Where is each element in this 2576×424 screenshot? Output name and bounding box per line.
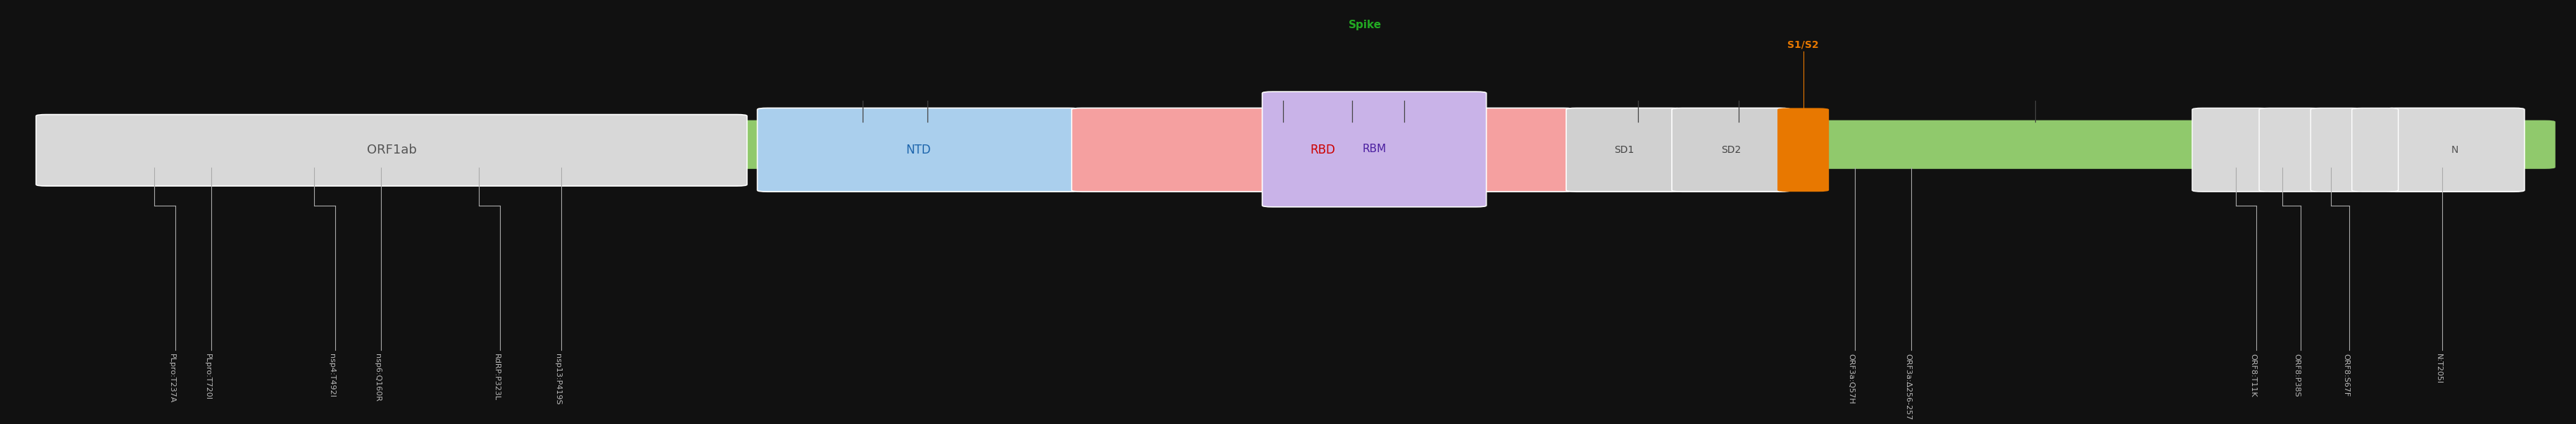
Text: SD2: SD2: [1721, 145, 1741, 155]
Text: RBD: RBD: [1311, 144, 1334, 156]
FancyBboxPatch shape: [1672, 108, 1790, 192]
Text: ORF8:P38S: ORF8:P38S: [2293, 354, 2300, 397]
Text: ORF3a:Δ256-257: ORF3a:Δ256-257: [1904, 354, 1911, 420]
Text: ORF8:T11K: ORF8:T11K: [2249, 354, 2257, 397]
Text: nsp4:T492I: nsp4:T492I: [327, 354, 335, 397]
FancyBboxPatch shape: [1262, 92, 1486, 207]
FancyBboxPatch shape: [2352, 108, 2398, 192]
FancyBboxPatch shape: [1566, 108, 1682, 192]
Text: nsp6:Q160R: nsp6:Q160R: [374, 354, 381, 402]
FancyBboxPatch shape: [1072, 108, 1574, 192]
FancyBboxPatch shape: [36, 114, 747, 186]
FancyBboxPatch shape: [757, 108, 1079, 192]
FancyBboxPatch shape: [2385, 108, 2524, 192]
Text: RdRP:P323L: RdRP:P323L: [492, 354, 500, 401]
Text: N:T205I: N:T205I: [2434, 354, 2442, 384]
Text: nsp13:P419S: nsp13:P419S: [554, 354, 562, 405]
Text: N: N: [2452, 145, 2458, 155]
FancyBboxPatch shape: [2192, 108, 2269, 192]
Text: ORF8:S67F: ORF8:S67F: [2342, 354, 2349, 397]
Text: NTD: NTD: [907, 144, 930, 156]
FancyBboxPatch shape: [36, 120, 2555, 169]
Text: PLpro:T720I: PLpro:T720I: [204, 354, 211, 400]
Text: S1/S2: S1/S2: [1788, 39, 1819, 50]
FancyBboxPatch shape: [2311, 108, 2362, 192]
Text: ORF3a:Q57H: ORF3a:Q57H: [1847, 354, 1855, 404]
Text: PLpro:T237A: PLpro:T237A: [167, 354, 175, 403]
Text: SD1: SD1: [1615, 145, 1633, 155]
Text: Spike: Spike: [1350, 20, 1381, 31]
FancyBboxPatch shape: [1777, 108, 1829, 192]
FancyBboxPatch shape: [2259, 108, 2321, 192]
Text: ORF1ab: ORF1ab: [366, 144, 417, 156]
Text: RBM: RBM: [1363, 144, 1386, 155]
